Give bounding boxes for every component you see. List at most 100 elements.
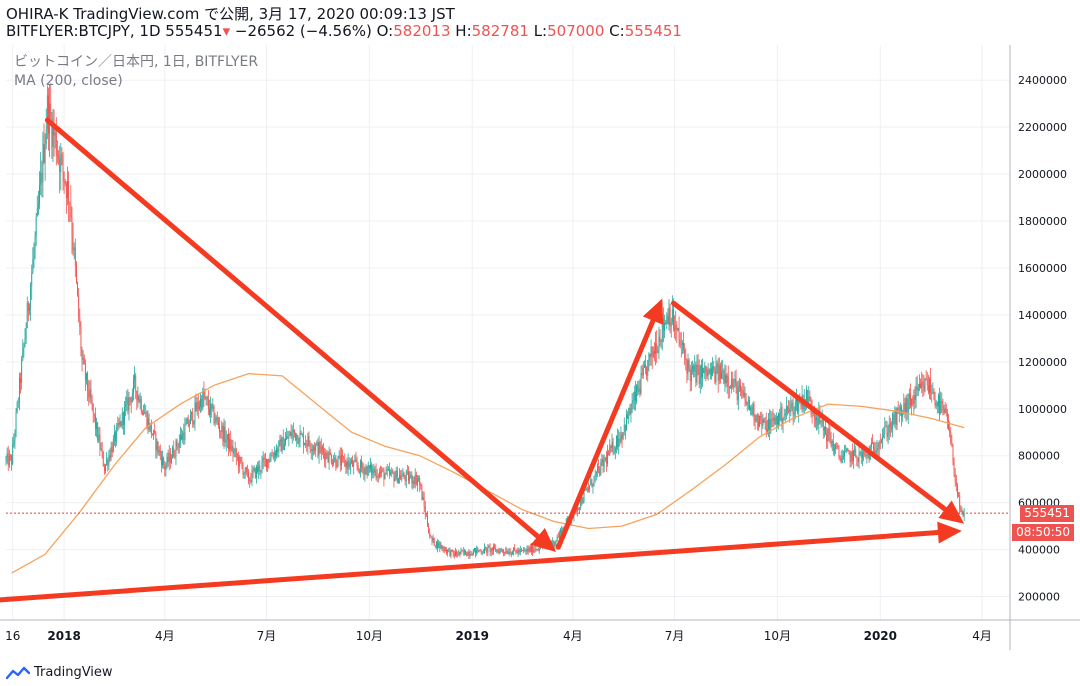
- candle-body: [26, 303, 28, 329]
- candle-body: [64, 181, 66, 184]
- candle-body: [942, 403, 944, 410]
- brand-name: TradingView: [34, 665, 113, 680]
- candle-body: [465, 550, 466, 555]
- candle-body: [886, 426, 888, 437]
- candle-body: [281, 437, 283, 452]
- candle-body: [751, 407, 753, 415]
- y-tick-label: 1400000: [1018, 309, 1067, 322]
- candle-body: [618, 438, 620, 448]
- candle-body: [304, 443, 305, 446]
- candle-body: [693, 366, 695, 372]
- candle-body: [181, 435, 182, 440]
- candle-body: [394, 477, 396, 482]
- series-title[interactable]: ビットコイン／日本円, 1日, BITFLYER: [14, 54, 259, 70]
- candle-body: [491, 548, 493, 551]
- publish-info: OHIRA-K TradingView.com で公開, 3月 17, 2020…: [6, 5, 455, 23]
- candle-body: [124, 407, 125, 425]
- candle-body: [152, 434, 153, 436]
- candle-body: [15, 412, 17, 433]
- candle-body: [922, 381, 924, 387]
- x-tick-label: 2019: [456, 629, 489, 643]
- candle-body: [416, 479, 418, 485]
- candle-body: [463, 550, 465, 553]
- candle-body: [283, 444, 285, 450]
- candle-body: [524, 549, 526, 551]
- candle-body: [626, 414, 627, 431]
- candle-body: [860, 451, 862, 459]
- tradingview-footer[interactable]: TradingView: [6, 665, 113, 680]
- candle-body: [944, 408, 946, 414]
- candle-body: [98, 434, 100, 441]
- candle-body: [505, 550, 507, 554]
- candle-body: [220, 431, 222, 433]
- ma-indicator-label[interactable]: MA (200, close): [14, 73, 123, 89]
- candle-body: [54, 132, 56, 136]
- candle-body: [141, 411, 143, 415]
- pane-legend: ビットコイン／日本円, 1日, BITFLYER MA (200, close): [14, 53, 258, 91]
- candle-body: [289, 431, 291, 436]
- candle-body: [248, 471, 250, 482]
- candle-body: [648, 353, 650, 361]
- candle-body: [586, 488, 588, 490]
- candle-body: [299, 432, 301, 443]
- candle-body: [52, 124, 54, 147]
- candle-body: [80, 327, 82, 351]
- candle-body: [930, 378, 932, 394]
- candle-body: [636, 385, 638, 402]
- candle-body: [375, 470, 377, 478]
- candle-body: [688, 360, 690, 369]
- candle-body: [715, 366, 717, 383]
- y-tick-label: 2400000: [1018, 74, 1067, 87]
- candle-body: [335, 457, 337, 467]
- candle-body: [485, 547, 487, 549]
- candle-body: [953, 462, 955, 475]
- candle-body: [882, 436, 883, 440]
- candle-body: [131, 393, 133, 403]
- candle-body: [914, 395, 916, 400]
- candle-body: [642, 367, 644, 376]
- candle-body: [332, 463, 333, 464]
- candle-body: [762, 418, 764, 426]
- candle-body: [883, 433, 885, 437]
- candle-body: [690, 369, 692, 382]
- candle-body: [763, 418, 765, 422]
- candle-body: [302, 434, 304, 446]
- candle-body: [377, 476, 379, 478]
- candle-body: [934, 398, 936, 406]
- candle-body: [780, 406, 782, 422]
- candle-body: [50, 103, 52, 118]
- low-value: 507000: [547, 22, 605, 40]
- candle-body: [116, 426, 118, 442]
- candle-body: [490, 548, 492, 553]
- candle-body: [766, 429, 768, 434]
- candle-body: [761, 419, 763, 426]
- candle-body: [193, 421, 195, 425]
- candle-body: [381, 469, 383, 473]
- candle-body: [598, 466, 600, 469]
- candle-body: [781, 406, 783, 424]
- candle-body: [821, 417, 823, 422]
- candle-body: [512, 552, 513, 555]
- candle-body: [372, 468, 374, 475]
- candle-body: [367, 465, 369, 476]
- candle-body: [155, 432, 157, 451]
- candle-body: [557, 536, 559, 538]
- last-price-badge: 555451: [1020, 505, 1074, 523]
- candle-body: [793, 411, 795, 416]
- candle-body: [70, 204, 72, 218]
- candle-body: [231, 445, 233, 451]
- candle-body: [654, 351, 655, 354]
- candle-body: [396, 470, 398, 483]
- candle-body: [127, 397, 129, 411]
- candle-body: [174, 456, 176, 458]
- candle-body: [640, 373, 642, 394]
- candle-body: [870, 442, 872, 447]
- candle-body: [844, 451, 845, 457]
- y-tick-label: 800000: [1018, 450, 1060, 463]
- candle-body: [270, 455, 272, 461]
- y-tick-label: 1000000: [1018, 403, 1067, 416]
- candle-body: [44, 143, 46, 163]
- candle-body: [741, 390, 743, 392]
- candle-body: [474, 548, 475, 551]
